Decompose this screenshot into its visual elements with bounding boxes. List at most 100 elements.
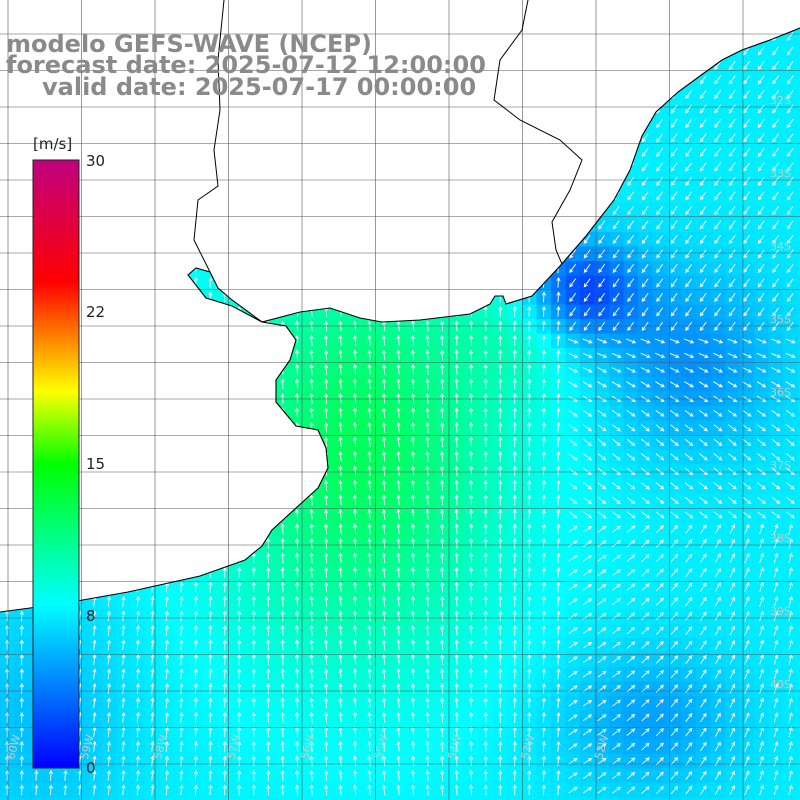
wind-arrow [251, 465, 256, 477]
field-cell [304, 261, 320, 277]
wind-arrow [541, 189, 546, 201]
field-cell [174, 101, 190, 117]
field-cell [116, 232, 132, 248]
wind-arrow [150, 305, 155, 317]
wind-arrow [425, 204, 430, 216]
field-cell [188, 116, 204, 132]
field-cell [116, 319, 132, 335]
wind-arrow [483, 117, 488, 129]
field-cell [391, 203, 407, 219]
wind-arrow [396, 204, 401, 216]
field-cell [333, 101, 349, 117]
wind-arrow [237, 378, 242, 390]
wind-arrow [164, 421, 170, 433]
wind-arrow [728, 31, 736, 42]
field-cell [87, 580, 103, 596]
field-cell [0, 101, 16, 117]
field-cell [203, 464, 219, 480]
wind-arrow [179, 175, 184, 187]
wind-arrow [528, 17, 531, 27]
wind-arrow [237, 465, 242, 477]
wind-arrow [193, 450, 199, 462]
field-cell [232, 507, 248, 523]
wind-arrow [686, 18, 692, 26]
field-cell [638, 101, 654, 117]
wind-arrow [426, 2, 429, 12]
wind-arrow [136, 17, 139, 27]
wind-arrow [251, 436, 256, 448]
wind-arrow [19, 305, 24, 317]
field-cell [116, 406, 132, 422]
wind-arrow [135, 218, 141, 230]
field-cell [14, 116, 30, 132]
wind-arrow [569, 60, 577, 71]
wind-arrow [237, 334, 242, 346]
wind-arrow [135, 146, 141, 158]
wind-arrow [454, 276, 459, 288]
field-cell [0, 420, 16, 436]
wind-arrow [612, 118, 620, 129]
wind-arrow [121, 131, 126, 143]
wind-arrow [106, 102, 112, 114]
wind-arrow [367, 189, 372, 201]
field-cell [275, 28, 291, 30]
wind-arrow [92, 407, 97, 419]
field-cell [594, 72, 610, 88]
field-cell [304, 275, 320, 291]
field-cell [275, 217, 291, 233]
wind-arrow [787, 18, 793, 26]
wind-arrow [527, 44, 532, 56]
field-cell [623, 116, 639, 132]
field-cell [435, 232, 451, 248]
wind-arrow [627, 89, 635, 100]
wind-arrow [266, 102, 271, 114]
wind-arrow [135, 436, 141, 448]
wind-arrow [251, 262, 256, 274]
field-cell [246, 478, 262, 494]
wind-arrow [367, 204, 372, 216]
field-cell [290, 435, 306, 451]
wind-arrow [410, 276, 416, 288]
wind-arrow [367, 102, 372, 114]
wind-arrow [19, 334, 24, 346]
wind-arrow [381, 276, 387, 288]
field-cell [159, 377, 175, 393]
wind-arrow [598, 31, 606, 42]
wind-arrow [309, 218, 314, 230]
wind-arrow [150, 102, 155, 114]
field-cell [696, 28, 712, 30]
wind-arrow [352, 262, 358, 274]
wind-arrow [20, 17, 23, 27]
field-cell [522, 159, 538, 175]
field-cell [174, 246, 190, 262]
wind-arrow [208, 146, 213, 158]
field-cell [580, 28, 596, 30]
field-cell [653, 0, 668, 15]
field-cell [14, 493, 30, 509]
field-cell [246, 348, 262, 364]
wind-arrow [251, 189, 256, 201]
field-cell [478, 101, 494, 117]
wind-arrow [483, 218, 488, 230]
field-cell [739, 28, 755, 30]
wind-arrow [498, 88, 503, 100]
field-cell [130, 536, 146, 552]
field-cell [464, 246, 480, 262]
field-cell [116, 507, 132, 523]
wind-arrow [699, 60, 707, 71]
field-cell [0, 435, 16, 451]
wind-arrow [251, 363, 256, 375]
field-cell [391, 304, 407, 320]
field-cell [87, 275, 103, 291]
field-cell [174, 159, 190, 175]
field-cell [464, 159, 480, 175]
wind-arrow [267, 17, 270, 27]
wind-arrow [612, 60, 620, 71]
field-cell [493, 188, 509, 204]
wind-arrow [381, 262, 387, 274]
field-cell [464, 290, 480, 306]
wind-arrow [470, 17, 473, 27]
wind-arrow [556, 131, 561, 143]
wind-arrow [266, 378, 271, 390]
